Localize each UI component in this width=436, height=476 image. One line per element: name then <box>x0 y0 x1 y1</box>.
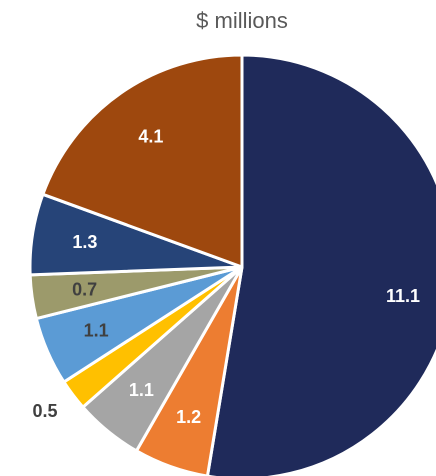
data-label-8: 4.1 <box>138 127 163 147</box>
data-label-1: 11.1 <box>386 286 420 306</box>
pie-data-labels: 11.1 1.2 1.1 0.5 1.1 0.7 1.3 4.1 <box>32 127 420 427</box>
data-label-2: 1.2 <box>176 407 201 427</box>
data-label-5: 1.1 <box>84 320 109 340</box>
pie-slice-1 <box>205 53 436 476</box>
chart-title: $ millions <box>196 8 288 33</box>
pie-slice-8 <box>41 53 244 269</box>
pie-slices <box>28 53 436 476</box>
data-label-4: 0.5 <box>32 401 57 421</box>
data-label-3: 1.1 <box>129 380 154 400</box>
data-label-6: 0.7 <box>72 279 97 299</box>
data-label-7: 1.3 <box>72 232 97 252</box>
